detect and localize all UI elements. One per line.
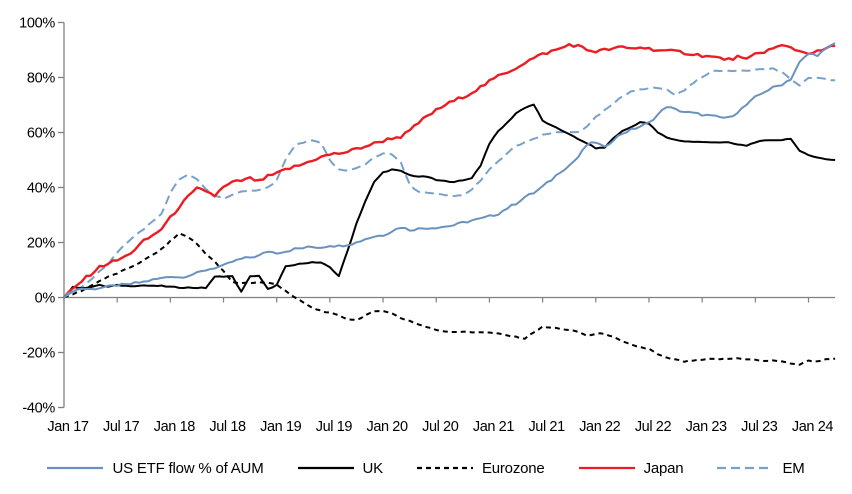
x-tick-label: Jul 22 [635,419,672,435]
x-tick-label: Jan 23 [686,419,727,435]
legend-line-sample [717,466,774,470]
chart-plot-area: 100% 80% 60% 40% 20% 0% -20% -40% Jan 17 Jul 17 Ja… [19,16,836,435]
x-tick-label: Jan 19 [260,419,301,435]
legend-item-eurozone: Eurozone [416,459,545,477]
legend-line-sample [47,466,104,470]
x-tick-label: Jan 20 [367,419,408,435]
x-tick-label: Jul 23 [741,419,778,435]
x-tick-label: Jul 20 [422,419,459,435]
legend-line-sample [416,466,473,470]
series-line-em [63,67,836,299]
series-line-uk [63,103,836,299]
series-line-eurozone [63,232,836,366]
chart-legend: US ETF flow % of AUM UK Eurozone Japan EM [0,450,852,486]
y-tick-label: 20% [27,236,56,252]
legend-item-us-etf-flow-of-aum: US ETF flow % of AUM [47,459,264,477]
y-tick-label: 40% [27,181,56,197]
series-line-us-etf-flow-of-aum [63,42,836,299]
legend-label: UK [362,459,384,477]
legend-label: EM [782,459,805,477]
x-tick-label: Jul 18 [209,419,246,435]
y-tick-label: 60% [27,126,56,142]
x-tick-label: Jan 21 [473,419,514,435]
x-tick-label: Jan 17 [47,419,88,435]
x-tick-label: Jul 19 [316,419,353,435]
legend-line-sample [578,466,635,470]
y-tick-label: -40% [22,401,55,417]
y-tick-label: 100% [19,16,55,32]
y-tick-label: -20% [22,346,55,362]
legend-line-sample [297,466,354,470]
x-tick-label: Jul 21 [528,419,565,435]
y-tick-label: 80% [27,71,56,87]
legend-item-japan: Japan [578,459,684,477]
x-tick-label: Jul 17 [103,419,140,435]
x-tick-label: Jan 24 [792,419,833,435]
x-tick-label: Jan 18 [154,419,195,435]
legend-label: Eurozone [481,459,545,477]
legend-item-em: EM [717,459,805,477]
y-tick-label: 0% [35,291,56,307]
x-tick-label: Jan 22 [579,419,620,435]
legend-label: US ETF flow % of AUM [112,459,264,477]
legend-label: Japan [643,459,684,477]
series-line-japan [63,43,836,299]
legend-item-uk: UK [297,459,384,477]
